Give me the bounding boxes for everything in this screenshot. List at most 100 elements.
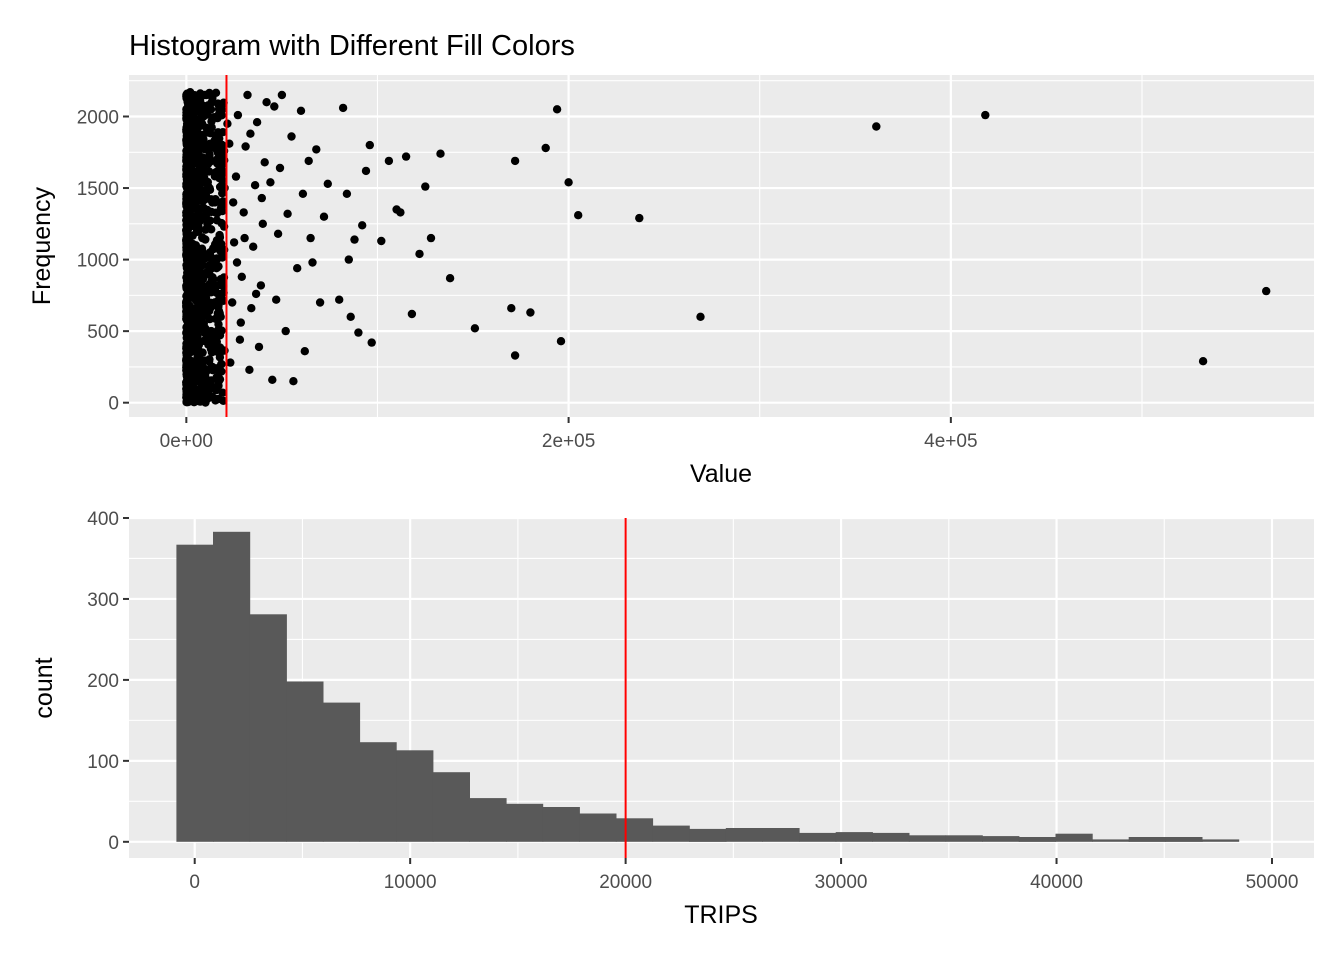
histogram-bar xyxy=(982,836,1020,842)
scatter-point xyxy=(182,349,191,358)
scatter-point xyxy=(270,102,279,111)
scatter-point xyxy=(218,160,227,169)
histogram-bar xyxy=(725,828,763,842)
scatter-point xyxy=(209,286,219,295)
scatter-point xyxy=(212,386,221,395)
scatter-point xyxy=(186,113,195,122)
scatter-point xyxy=(215,353,225,362)
scatter-point xyxy=(344,255,353,264)
scatter-point xyxy=(207,117,216,126)
scatter-point xyxy=(574,211,583,220)
scatter-point xyxy=(187,183,197,193)
scatter-point xyxy=(186,88,195,97)
scatter-point xyxy=(184,223,193,233)
scatter-point xyxy=(205,184,214,193)
histogram-bar xyxy=(689,828,727,842)
scatter-point xyxy=(251,289,261,299)
scatter-point xyxy=(247,304,256,313)
scatter-point xyxy=(191,291,200,300)
scatter-point xyxy=(289,377,298,386)
scatter-point xyxy=(346,312,355,321)
scatter-point xyxy=(377,236,386,246)
histogram-bar xyxy=(1165,837,1203,842)
scatter-point xyxy=(229,198,238,207)
scatter-point xyxy=(635,213,644,223)
histogram-bar xyxy=(359,742,397,842)
scatter-point xyxy=(201,284,210,293)
scatter-point xyxy=(212,337,221,346)
scatter-point xyxy=(204,340,213,349)
scatter-point xyxy=(193,369,202,379)
scatter-point xyxy=(243,90,252,100)
scatter-panel-background xyxy=(129,75,1314,417)
scatter-x-axis-title: Value xyxy=(690,460,752,488)
scatter-panel: 0e+00 2e+05 4e+05 0 500 1000 1500 2000 Value Fr… xyxy=(28,75,1314,488)
scatter-point xyxy=(218,388,227,397)
scatter-point xyxy=(182,131,191,141)
scatter-point xyxy=(182,208,191,218)
histogram-bars xyxy=(176,531,1240,842)
scatter-point xyxy=(184,158,194,167)
scatter-point xyxy=(182,245,191,255)
scatter-point xyxy=(203,219,212,228)
scatter-point xyxy=(981,110,990,120)
histogram-bar xyxy=(506,803,544,842)
histogram-x-axis-title: TRIPS xyxy=(684,901,758,929)
scatter-point xyxy=(214,104,224,114)
scatter-x-tick-label: 2e+05 xyxy=(542,431,595,452)
scatter-point xyxy=(198,196,207,206)
histogram-bar xyxy=(615,818,654,842)
histogram-bar xyxy=(908,835,947,842)
scatter-point xyxy=(249,242,258,251)
scatter-point xyxy=(207,376,216,385)
scatter-point xyxy=(217,367,226,376)
scatter-point xyxy=(182,216,191,225)
scatter-point xyxy=(216,290,225,299)
scatter-point xyxy=(298,189,308,198)
scatter-point xyxy=(208,255,217,264)
histogram-bar xyxy=(1018,837,1056,842)
scatter-point xyxy=(200,254,210,263)
histogram-bar xyxy=(249,614,287,842)
scatter-point xyxy=(1262,286,1271,296)
scatter-point xyxy=(204,305,213,314)
scatter-point xyxy=(510,351,520,360)
scatter-point xyxy=(256,281,266,290)
scatter-point xyxy=(268,375,277,384)
scatter-point xyxy=(272,295,281,304)
scatter-point xyxy=(207,123,216,132)
scatter-y-tick-label: 0 xyxy=(108,394,119,415)
histogram-bar xyxy=(213,531,251,842)
scatter-y-axis-title: Frequency xyxy=(28,186,56,305)
scatter-point xyxy=(192,190,202,199)
scatter-point xyxy=(421,182,430,191)
scatter-point xyxy=(194,169,203,178)
scatter-point xyxy=(217,326,226,335)
scatter-point xyxy=(201,390,210,399)
scatter-y-tick-label: 1000 xyxy=(77,251,119,272)
histogram-bar xyxy=(432,772,470,842)
scatter-point xyxy=(258,219,267,228)
scatter-point xyxy=(211,396,220,405)
scatter-point xyxy=(304,156,313,166)
scatter-point xyxy=(541,143,550,153)
scatter-gridlines xyxy=(129,75,1314,417)
scatter-point xyxy=(198,234,207,243)
scatter-point xyxy=(696,312,705,321)
scatter-point xyxy=(217,111,226,120)
scatter-point xyxy=(189,98,199,107)
scatter-point xyxy=(367,338,376,347)
scatter-point xyxy=(401,152,411,161)
scatter-point xyxy=(183,290,192,300)
scatter-point xyxy=(204,167,214,176)
scatter-point xyxy=(216,312,225,321)
scatter-point xyxy=(182,239,191,248)
histogram-bar xyxy=(176,544,214,842)
scatter-point xyxy=(183,199,193,208)
scatter-point xyxy=(564,178,573,187)
histogram-bar xyxy=(579,813,617,842)
histogram-bar xyxy=(469,798,507,842)
scatter-point xyxy=(219,396,228,405)
histogram-bar xyxy=(1055,833,1093,842)
